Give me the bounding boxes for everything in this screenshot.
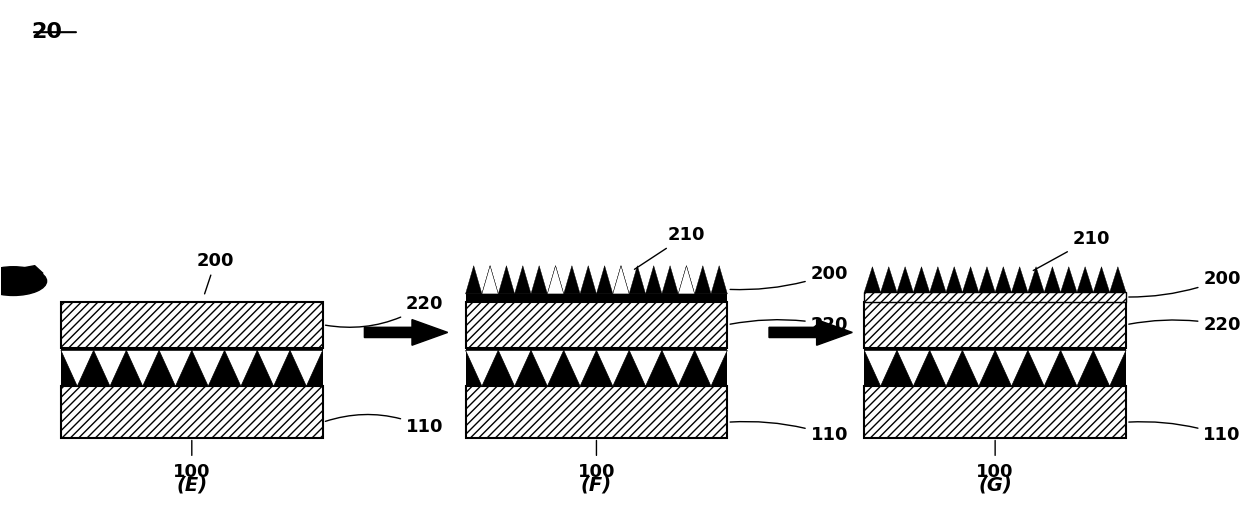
Text: (G): (G) xyxy=(978,475,1012,494)
FancyBboxPatch shape xyxy=(864,386,1126,438)
Polygon shape xyxy=(1094,350,1126,386)
Polygon shape xyxy=(1028,267,1044,293)
Polygon shape xyxy=(662,266,678,294)
FancyBboxPatch shape xyxy=(864,302,1126,348)
Polygon shape xyxy=(769,319,852,345)
Polygon shape xyxy=(61,350,94,386)
Polygon shape xyxy=(1094,267,1110,293)
FancyBboxPatch shape xyxy=(465,386,728,438)
Polygon shape xyxy=(930,350,962,386)
Polygon shape xyxy=(482,266,498,294)
Polygon shape xyxy=(465,350,498,386)
FancyBboxPatch shape xyxy=(864,348,1126,386)
Polygon shape xyxy=(580,266,596,294)
Polygon shape xyxy=(864,267,880,293)
FancyBboxPatch shape xyxy=(61,302,322,348)
Polygon shape xyxy=(897,267,914,293)
Polygon shape xyxy=(498,266,515,294)
Text: (E): (E) xyxy=(176,475,207,494)
Text: (F): (F) xyxy=(580,475,613,494)
Text: 110: 110 xyxy=(1128,422,1240,444)
Polygon shape xyxy=(1028,350,1060,386)
Polygon shape xyxy=(1060,350,1094,386)
Polygon shape xyxy=(531,350,564,386)
Polygon shape xyxy=(711,266,728,294)
Polygon shape xyxy=(678,266,694,294)
Text: 220: 220 xyxy=(730,316,848,334)
Polygon shape xyxy=(290,350,322,386)
Text: 210: 210 xyxy=(1033,230,1110,270)
Polygon shape xyxy=(547,266,564,294)
Text: 20: 20 xyxy=(31,22,62,42)
Polygon shape xyxy=(596,350,629,386)
Polygon shape xyxy=(694,266,711,294)
Polygon shape xyxy=(159,350,192,386)
Text: 200: 200 xyxy=(730,265,848,289)
Polygon shape xyxy=(564,350,596,386)
Polygon shape xyxy=(596,266,613,294)
Polygon shape xyxy=(1060,267,1078,293)
Polygon shape xyxy=(1110,267,1126,293)
Polygon shape xyxy=(914,267,930,293)
Polygon shape xyxy=(465,266,482,294)
Text: 200: 200 xyxy=(1128,270,1240,297)
Text: 200: 200 xyxy=(197,252,234,294)
Polygon shape xyxy=(646,266,662,294)
Polygon shape xyxy=(257,350,290,386)
Polygon shape xyxy=(996,267,1012,293)
Text: 110: 110 xyxy=(730,422,848,444)
Text: 110: 110 xyxy=(325,414,444,437)
Polygon shape xyxy=(678,266,694,294)
Polygon shape xyxy=(482,266,498,294)
FancyBboxPatch shape xyxy=(465,294,728,302)
Polygon shape xyxy=(531,266,547,294)
FancyBboxPatch shape xyxy=(465,302,728,348)
FancyBboxPatch shape xyxy=(61,348,322,386)
Polygon shape xyxy=(94,350,126,386)
Polygon shape xyxy=(694,350,728,386)
Text: 100: 100 xyxy=(976,463,1014,481)
Polygon shape xyxy=(897,350,930,386)
Polygon shape xyxy=(930,267,946,293)
Text: 220: 220 xyxy=(325,295,444,327)
FancyBboxPatch shape xyxy=(864,293,1126,302)
Polygon shape xyxy=(1078,267,1094,293)
Circle shape xyxy=(0,267,47,296)
Text: 100: 100 xyxy=(174,463,211,481)
Polygon shape xyxy=(662,350,694,386)
Polygon shape xyxy=(962,267,978,293)
Polygon shape xyxy=(629,266,646,294)
Polygon shape xyxy=(946,267,962,293)
FancyBboxPatch shape xyxy=(61,386,322,438)
Polygon shape xyxy=(1,266,43,273)
Polygon shape xyxy=(192,350,224,386)
Polygon shape xyxy=(613,266,629,294)
Polygon shape xyxy=(224,350,257,386)
Text: 220: 220 xyxy=(1128,316,1240,334)
Polygon shape xyxy=(864,350,897,386)
Polygon shape xyxy=(996,350,1028,386)
Polygon shape xyxy=(547,266,564,294)
Polygon shape xyxy=(498,350,531,386)
FancyBboxPatch shape xyxy=(465,348,728,386)
Polygon shape xyxy=(1012,267,1028,293)
Text: 100: 100 xyxy=(578,463,615,481)
Polygon shape xyxy=(880,267,897,293)
Polygon shape xyxy=(629,350,662,386)
Polygon shape xyxy=(1044,267,1060,293)
Polygon shape xyxy=(564,266,580,294)
Polygon shape xyxy=(126,350,159,386)
Polygon shape xyxy=(978,267,996,293)
Polygon shape xyxy=(515,266,531,294)
Polygon shape xyxy=(613,266,629,294)
Text: 210: 210 xyxy=(635,226,706,269)
Polygon shape xyxy=(962,350,996,386)
Polygon shape xyxy=(365,319,448,345)
